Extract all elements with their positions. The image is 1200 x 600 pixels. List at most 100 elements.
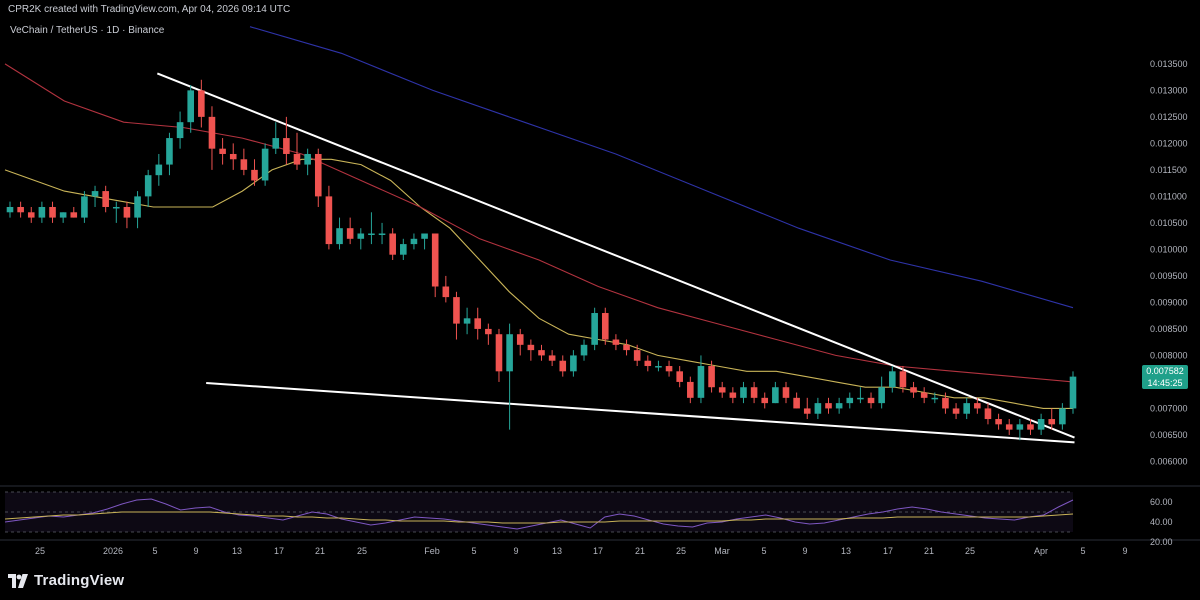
symbol-title[interactable]: VeChain / TetherUS · 1D · Binance: [10, 25, 165, 36]
candle: [155, 153, 163, 186]
candle-body: [208, 116, 216, 149]
time-tick-label: Apr: [1034, 546, 1048, 556]
candle-body: [931, 397, 939, 400]
candle: [453, 291, 460, 340]
candle: [867, 392, 875, 409]
candle: [548, 350, 556, 367]
candle: [708, 360, 715, 393]
candle-body: [113, 206, 120, 209]
candle-body: [336, 228, 343, 245]
price-tick-label: 0.006500: [1150, 430, 1188, 440]
candle: [633, 344, 641, 367]
candle: [113, 201, 120, 223]
candle: [102, 185, 109, 213]
price-tick-label: 0.009000: [1150, 297, 1188, 307]
candle: [516, 328, 524, 356]
time-tick-label: Mar: [714, 546, 730, 556]
candle: [1016, 419, 1024, 441]
price-tick-label: 0.013000: [1150, 85, 1188, 95]
candle: [261, 143, 269, 186]
candle: [240, 148, 248, 176]
candle-body: [761, 397, 769, 404]
currency-button[interactable]: USDT: [1148, 20, 1188, 38]
candle-body: [633, 350, 641, 361]
candle: [910, 381, 917, 398]
candle-body: [782, 387, 790, 398]
candle: [49, 201, 56, 223]
candle: [846, 392, 854, 409]
candle: [17, 201, 24, 218]
candle: [697, 355, 705, 404]
time-tick-label: 13: [841, 546, 851, 556]
candle: [81, 191, 88, 223]
candle: [878, 376, 885, 409]
candle: [421, 233, 428, 250]
candle-body: [485, 328, 492, 335]
candle-body: [697, 366, 705, 398]
time-tick-label: 17: [883, 546, 893, 556]
candle: [718, 381, 726, 398]
candle: [740, 381, 747, 404]
candle-body: [1027, 424, 1034, 430]
candle: [527, 339, 535, 361]
time-tick-label: 17: [593, 546, 603, 556]
candle-body: [857, 397, 864, 400]
candle: [389, 228, 396, 260]
candle: [208, 106, 216, 170]
candle: [59, 212, 67, 223]
candle-body: [580, 344, 588, 356]
candle-body: [878, 387, 885, 404]
candle-body: [378, 233, 386, 235]
candle: [495, 328, 503, 382]
candle-body: [431, 233, 439, 287]
candle-body: [442, 286, 450, 298]
candle-body: [952, 408, 960, 414]
candle-body: [17, 206, 24, 213]
time-tick-label: 9: [802, 546, 807, 556]
candle-body: [240, 159, 248, 170]
price-axis: 0.013500 0.013000 0.012500 0.012000 0.011500…: [0, 58, 1200, 541]
candle-body: [81, 196, 88, 218]
candle-body: [867, 397, 875, 404]
candle-body: [655, 366, 662, 368]
candle-body: [516, 334, 524, 345]
tradingview-logo[interactable]: TradingView: [8, 572, 124, 589]
price-tick-label: 0.011000: [1150, 191, 1187, 201]
candle: [336, 217, 343, 250]
price-tick-label: 0.012000: [1150, 138, 1188, 148]
candle: [431, 233, 439, 298]
time-tick-label: 21: [924, 546, 934, 556]
candle-body: [740, 387, 747, 398]
candle-body: [314, 153, 322, 197]
candle: [761, 392, 769, 409]
time-tick-label: 9: [513, 546, 518, 556]
candle-body: [166, 138, 173, 165]
time-tick-label: 13: [232, 546, 242, 556]
candle: [1027, 419, 1034, 435]
candle: [38, 201, 46, 223]
candle-body: [1048, 419, 1056, 425]
candle-body: [293, 153, 301, 165]
candle-body: [198, 90, 205, 117]
candle: [485, 323, 492, 345]
candle: [1005, 419, 1013, 435]
rsi-tick-label: 20.00: [1150, 537, 1173, 547]
candle-body: [910, 387, 917, 393]
candle: [729, 387, 737, 404]
candle-body: [687, 381, 694, 398]
candle-body: [846, 397, 854, 404]
candle: [463, 307, 471, 335]
candle: [400, 238, 407, 260]
candle: [70, 206, 78, 218]
candle: [219, 138, 226, 165]
candle-body: [888, 371, 896, 388]
candle: [984, 403, 992, 425]
candle-body: [995, 419, 1002, 425]
ema-mid-line: [4, 63, 1074, 383]
candle: [357, 228, 365, 250]
candle: [91, 185, 99, 207]
candle-body: [570, 355, 577, 372]
candle-body: [772, 387, 779, 404]
